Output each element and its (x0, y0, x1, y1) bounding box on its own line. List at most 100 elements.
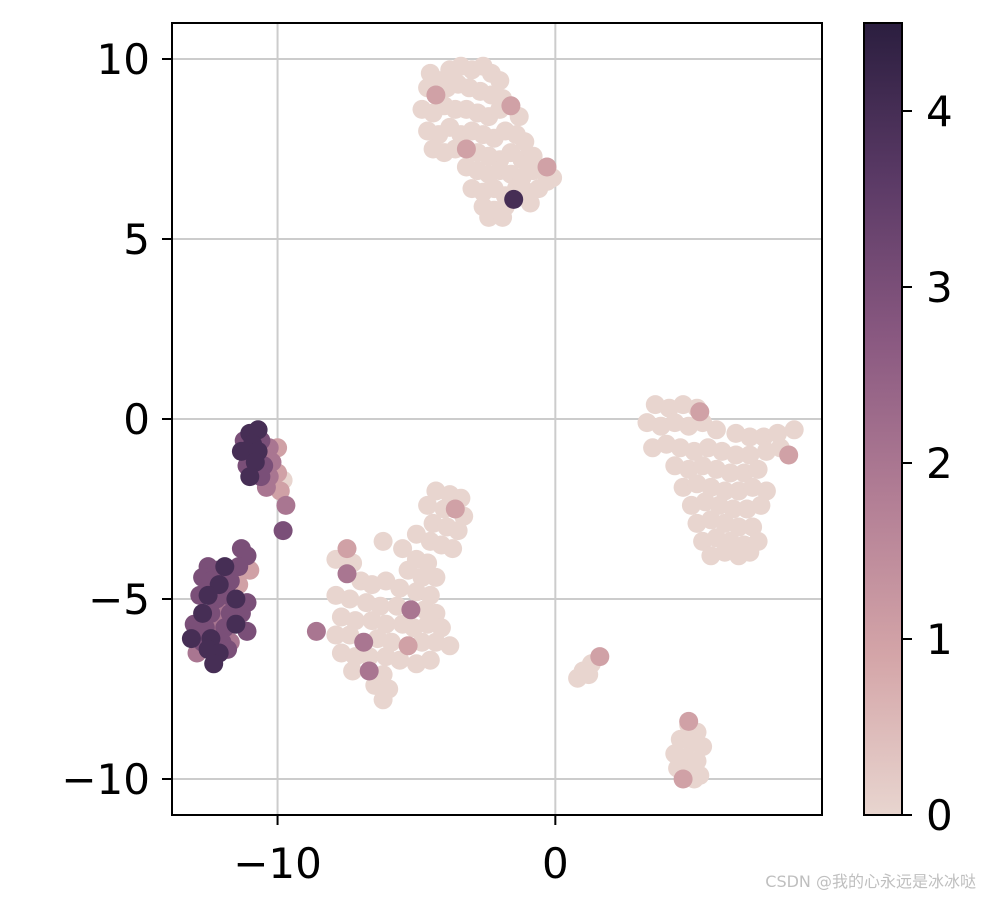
y-axis-ticks: −10 −5 0 5 10 (61, 35, 172, 804)
scatter-point (418, 495, 438, 515)
scatter-point (240, 467, 260, 487)
colorbar-gradient (864, 23, 902, 815)
y-tick-label: 10 (97, 35, 150, 84)
y-tick-label: −5 (88, 575, 150, 624)
scatter-point (193, 603, 213, 623)
x-tick-label: −10 (233, 839, 322, 888)
colorbar-tick-label: 1 (926, 615, 953, 664)
scatter-point (431, 618, 451, 638)
scatter-point (715, 481, 735, 501)
scatter-point (337, 564, 357, 584)
scatter-point (493, 207, 513, 227)
scatter-point (215, 557, 235, 577)
scatter-point (390, 578, 410, 598)
scatter-point (756, 481, 776, 501)
scatter-point (729, 517, 749, 537)
scatter-point (418, 553, 438, 573)
scatter-point (456, 139, 476, 159)
colorbar: 0 1 2 3 4 (863, 22, 953, 840)
scatter-point (720, 463, 740, 483)
scatter-point (401, 600, 421, 620)
scatter-point (740, 445, 760, 465)
scatter-point (381, 632, 401, 652)
scatter-point (440, 636, 460, 656)
scatter-point (445, 499, 465, 519)
scatter-point (490, 71, 510, 91)
scatter-point (345, 647, 365, 667)
scatter-point (723, 499, 743, 519)
scatter-point (590, 647, 610, 667)
x-tick-label: 0 (542, 839, 569, 888)
colorbar-ticks: 0 1 2 3 4 (902, 87, 953, 840)
scatter-point (426, 85, 446, 105)
scatter-point (420, 650, 440, 670)
scatter-point (340, 589, 360, 609)
scatter-point (354, 632, 374, 652)
y-tick-label: 0 (123, 395, 150, 444)
scatter-point (420, 585, 440, 605)
scatter-point (204, 654, 224, 674)
scatter-point (501, 96, 521, 116)
scatter-point (229, 557, 249, 577)
colorbar-tick-label: 3 (926, 263, 953, 312)
colorbar-tick-label: 4 (926, 87, 953, 136)
colorbar-tick-label: 2 (926, 439, 953, 488)
scatter-point (784, 420, 804, 440)
scatter-point (679, 711, 699, 731)
scatter-point (326, 625, 346, 645)
scatter-point (359, 661, 379, 681)
scatter-point (537, 171, 557, 191)
scatter-point (673, 769, 693, 789)
x-axis-ticks: −10 0 (233, 815, 569, 888)
scatter-point (740, 542, 760, 562)
grid-lines (172, 23, 822, 815)
scatter-point (359, 647, 379, 667)
watermark-text: CSDN @我的心永远是冰冰哒 (765, 872, 976, 891)
scatter-point (370, 596, 390, 616)
scatter-point (779, 445, 799, 465)
scatter-point (398, 636, 418, 656)
scatter-point (390, 650, 410, 670)
scatter-point (276, 495, 296, 515)
scatter-point (412, 567, 432, 587)
scatter-point (373, 690, 393, 710)
scatter-point (693, 737, 713, 757)
scatter-point (273, 521, 293, 541)
scatter-point (198, 585, 218, 605)
scatter-point (751, 495, 771, 515)
scatter-point (515, 132, 535, 152)
scatter-point (337, 539, 357, 559)
scatter-point (748, 459, 768, 479)
scatter-point (181, 629, 201, 649)
scatter-point (443, 539, 463, 559)
y-tick-label: −10 (61, 755, 150, 804)
scatter-point (393, 539, 413, 559)
scatter-point (306, 621, 326, 641)
scatter-point (376, 614, 396, 634)
scatter-point (706, 420, 726, 440)
scatter-point (373, 531, 393, 551)
scatter-point (768, 423, 788, 443)
colorbar-tick-label: 0 (926, 791, 953, 840)
scatter-point (690, 402, 710, 422)
scatter-point (726, 445, 746, 465)
scatter-point (479, 207, 499, 227)
scatter-point (226, 589, 246, 609)
scatter-point (345, 611, 365, 631)
scatter-point (343, 661, 363, 681)
scatter-point (579, 665, 599, 685)
scatter-point (231, 441, 251, 461)
y-tick-label: 5 (123, 215, 150, 264)
colorbar-frame (863, 22, 903, 816)
scatter-point (245, 452, 265, 472)
scatter-point (248, 420, 268, 440)
scatter-point (520, 193, 540, 213)
scatter-point (504, 189, 524, 209)
scatter-point (743, 517, 763, 537)
scatter-point (226, 614, 246, 634)
scatter-point (537, 157, 557, 177)
scatter-point (426, 567, 446, 587)
scatter-point (448, 521, 468, 541)
scatter-point (523, 146, 543, 166)
